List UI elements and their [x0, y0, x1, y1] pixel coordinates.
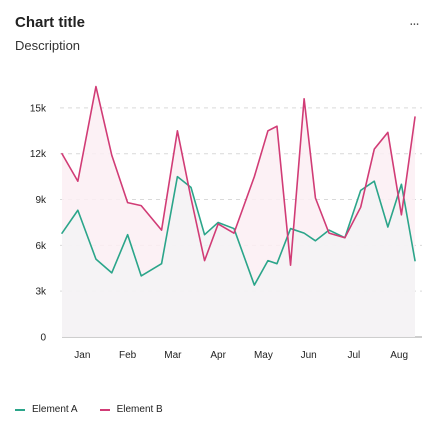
area-fill-element-a [62, 176, 415, 337]
series-lines [61, 85, 416, 286]
chart-description: Description [15, 38, 81, 53]
area-fills [62, 86, 415, 337]
x-tick-aug: Aug [390, 350, 408, 361]
series-line-element-a [61, 175, 416, 286]
chart-legend: Element A Element B [15, 404, 185, 415]
x-tick-may: May [254, 350, 273, 361]
x-tick-feb: Feb [119, 350, 137, 361]
x-tick-mar: Mar [164, 350, 182, 361]
y-tick-15k: 15k [30, 103, 47, 114]
x-axis-labels: Jan Feb Mar Apr May Jun Jul Aug [74, 350, 408, 361]
series-line-element-b [61, 85, 416, 267]
x-tick-jan: Jan [74, 350, 90, 361]
y-tick-12k: 12k [30, 149, 47, 160]
legend-swatch-element-a [15, 408, 25, 411]
x-tick-jul: Jul [348, 350, 361, 361]
legend-label-element-a: Element A [32, 404, 78, 415]
legend-item-element-b[interactable]: Element B [99, 404, 163, 415]
y-tick-9k: 9k [35, 195, 47, 206]
line-chart: 0 3k 6k 9k 12k 15k Jan Feb Mar Apr May Jun Jul Aug [30, 85, 422, 361]
more-options-icon[interactable]: ... [402, 12, 426, 32]
y-axis-labels: 0 3k 6k 9k 12k 15k [30, 103, 47, 343]
y-tick-3k: 3k [35, 287, 47, 298]
x-tick-apr: Apr [210, 350, 226, 361]
y-tick-0: 0 [40, 333, 46, 344]
x-tick-jun: Jun [301, 350, 317, 361]
chart-title: Chart title [15, 14, 86, 31]
legend-item-element-a[interactable]: Element A [15, 404, 78, 415]
y-tick-6k: 6k [35, 241, 47, 252]
legend-label-element-b: Element B [116, 404, 163, 415]
legend-swatch-element-b [99, 408, 110, 411]
